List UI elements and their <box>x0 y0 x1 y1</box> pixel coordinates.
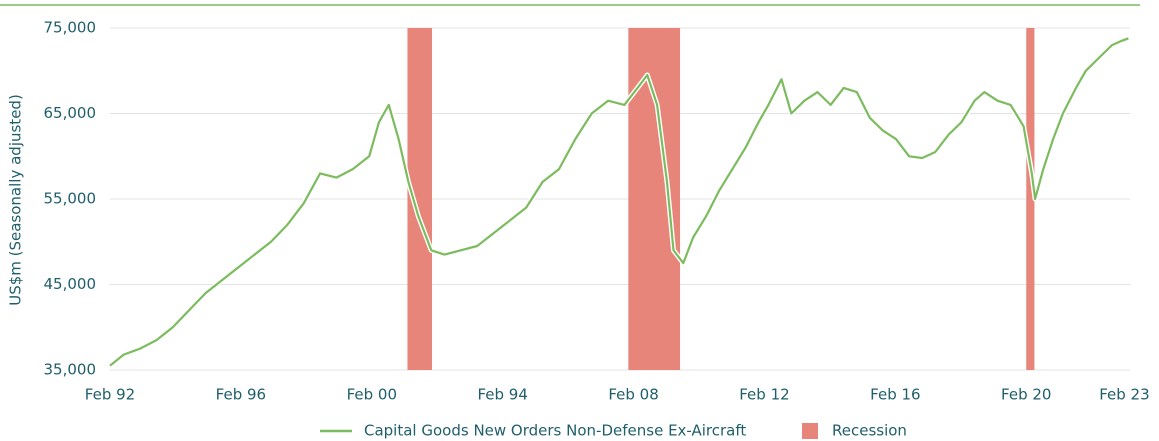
x-tick-label: Feb 00 <box>347 386 397 404</box>
y-tick-label: 65,000 <box>44 104 97 122</box>
x-tick-label: Feb 08 <box>608 386 658 404</box>
x-tick-label: Feb 92 <box>85 386 135 404</box>
line <box>109 37 1129 367</box>
legend-label: Recession <box>832 422 907 440</box>
x-tick-label: Feb 23 <box>1099 386 1149 404</box>
y-tick-label: 55,000 <box>44 190 97 208</box>
x-tick-label: Feb 94 <box>477 386 527 404</box>
x-tick-label: Feb 16 <box>870 386 920 404</box>
y-tick-label: 35,000 <box>44 361 97 379</box>
x-tick-label: Feb 96 <box>216 386 266 404</box>
recession-band <box>628 28 681 370</box>
y-axis-label: US$m (Seasonally adjusted) <box>7 94 25 306</box>
line-halo <box>108 35 1130 368</box>
legend-label: Capital Goods New Orders Non-Defense Ex-… <box>364 422 746 440</box>
x-tick-label: Feb 12 <box>739 386 789 404</box>
y-tick-label: 75,000 <box>44 19 97 37</box>
recession-band <box>1026 28 1035 370</box>
y-tick-label: 45,000 <box>44 275 97 293</box>
legend-swatch <box>802 423 818 439</box>
x-tick-label: Feb 20 <box>1001 386 1051 404</box>
